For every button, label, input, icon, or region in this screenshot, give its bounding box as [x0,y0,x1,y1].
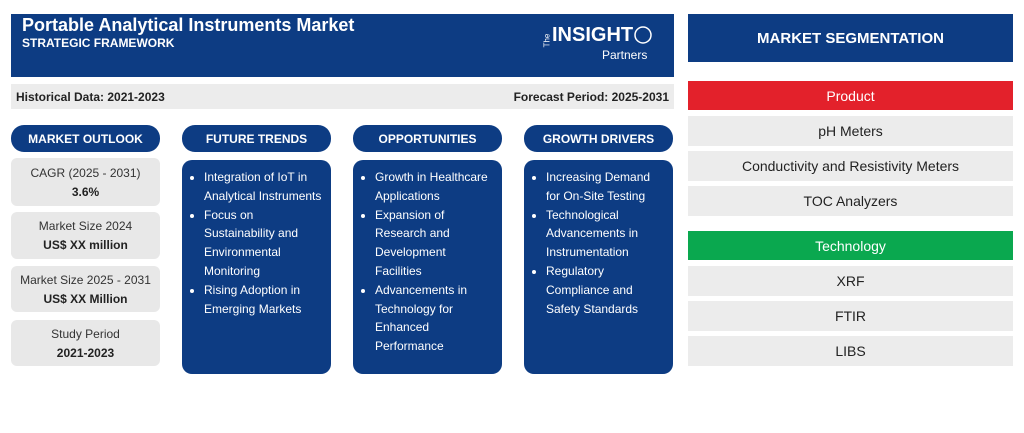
column-heading: OPPORTUNITIES [353,125,502,152]
segment-item: FTIR [688,301,1013,331]
outlook-card: CAGR (2025 - 2031) 3.6% [11,158,160,206]
column-heading: FUTURE TRENDS [182,125,331,152]
logo-small: The [542,33,552,48]
segment-group: Technology [688,231,1013,260]
segment-group: Product [688,81,1013,110]
column-box: Integration of IoT in Analytical Instrum… [182,160,331,374]
card-label: Market Size 2025 - 2031 [20,272,151,287]
bullet-list: Integration of IoT in Analytical Instrum… [192,168,323,318]
card-value: US$ XX Million [43,291,128,306]
logo-sub: Partners [602,48,648,62]
bullet: Growth in Healthcare Applications [375,168,494,206]
segment-item: pH Meters [688,116,1013,146]
segment-item: XRF [688,266,1013,296]
bullet: Technological Advancements in Instrument… [546,206,665,262]
segmentation-heading: MARKET SEGMENTATION [688,14,1013,62]
card-label: CAGR (2025 - 2031) [30,165,141,180]
outlook-card: Market Size 2024 US$ XX million [11,212,160,259]
bullet: Advancements in Technology for Enhanced … [375,281,494,356]
title: Portable Analytical Instruments Market [22,15,355,35]
historical: Historical Data: 2021-2023 [16,89,165,104]
outlook-heading: MARKET OUTLOOK [11,125,160,152]
column-heading: GROWTH DRIVERS [524,125,673,152]
logo-main: INSIGHT [552,24,634,46]
period-bar: Historical Data: 2021-2023 Forecast Peri… [11,84,674,109]
header [11,14,674,77]
card-value: 2021-2023 [56,345,115,360]
column-box: Increasing Demand for On-Site TestingTec… [524,160,673,374]
card-value: 3.6% [71,184,100,199]
segment-item: TOC Analyzers [688,186,1013,216]
bullet-list: Increasing Demand for On-Site TestingTec… [534,168,665,318]
segment-item: Conductivity and Resistivity Meters [688,151,1013,181]
bullet: Integration of IoT in Analytical Instrum… [204,168,323,206]
subtitle: STRATEGIC FRAMEWORK [22,36,175,50]
column-box: Growth in Healthcare ApplicationsExpansi… [353,160,502,374]
bullet: Expansion of Research and Development Fa… [375,206,494,281]
bullet: Increasing Demand for On-Site Testing [546,168,665,206]
logo-icon [634,26,652,44]
outlook-card: Market Size 2025 - 2031 US$ XX Million [11,266,160,312]
forecast: Forecast Period: 2025-2031 [513,89,669,104]
bullet: Rising Adoption in Emerging Markets [204,281,323,319]
card-value: US$ XX million [43,238,128,252]
bullet: Regulatory Compliance and Safety Standar… [546,262,665,318]
outlook-card: Study Period 2021-2023 [11,320,160,366]
card-label: Market Size 2024 [38,219,133,233]
card-label: Study Period [51,326,120,341]
logo: The INSIGHT Partners [540,22,660,72]
bullet: Focus on Sustainability and Environmenta… [204,206,323,281]
segment-item: LIBS [688,336,1013,366]
bullet-list: Growth in Healthcare ApplicationsExpansi… [363,168,494,356]
